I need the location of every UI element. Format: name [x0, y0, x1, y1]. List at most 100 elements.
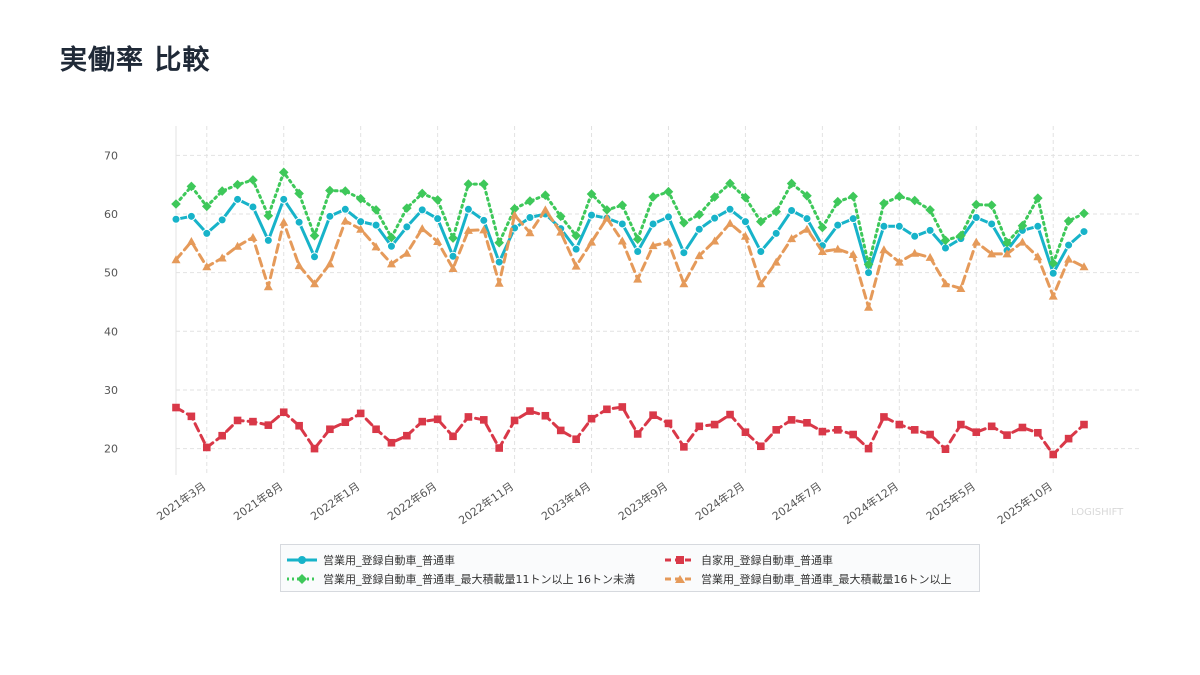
x-tick-label: 2022年6月: [385, 479, 440, 523]
data-point-s3: [663, 186, 674, 197]
x-tick-label: 2023年4月: [539, 479, 594, 523]
data-point-s2: [387, 438, 396, 447]
data-point-s4: [325, 259, 335, 268]
data-point-s1: [479, 215, 489, 225]
legend-swatch-s2: [665, 556, 695, 564]
x-tick-label: 2025年5月: [923, 479, 978, 523]
series-layer: [171, 167, 1089, 459]
data-point-s1: [648, 219, 658, 229]
data-point-s2: [449, 432, 457, 441]
data-point-s4: [802, 224, 812, 233]
data-point-s3: [509, 203, 520, 214]
data-point-s3: [648, 192, 658, 202]
legend-label-s2: 自家用_登録自動車_普通車: [701, 554, 833, 567]
data-point-s4: [725, 218, 735, 227]
data-point-s2: [1003, 431, 1011, 439]
data-point-s1: [971, 213, 981, 223]
data-point-s3: [525, 196, 535, 206]
data-point-s1: [740, 217, 750, 227]
data-point-s2: [202, 443, 211, 452]
y-tick-label: 40: [104, 325, 118, 338]
legend-item-s2[interactable]: 自家用_登録自動車_普通車: [665, 552, 833, 568]
data-point-s4: [371, 242, 381, 251]
data-point-s3: [1002, 237, 1012, 248]
data-point-s4: [448, 264, 458, 273]
y-tick-label: 50: [104, 267, 118, 280]
data-point-s4: [540, 205, 550, 214]
data-point-s1: [833, 220, 843, 230]
data-point-s3: [725, 178, 735, 189]
data-point-s3: [448, 233, 458, 243]
data-point-s2: [1049, 450, 1058, 459]
data-point-s1: [371, 220, 381, 230]
data-point-s1: [894, 221, 904, 231]
data-point-s1: [494, 257, 504, 267]
data-point-s4: [310, 279, 320, 288]
data-point-s3: [956, 230, 966, 241]
page-title: 実働率 比較: [60, 45, 211, 76]
data-point-s4: [202, 262, 212, 271]
data-point-s3: [786, 178, 797, 189]
data-point-s3: [340, 186, 351, 196]
data-point-s2: [1064, 434, 1073, 443]
data-point-s4: [356, 224, 366, 233]
legend-item-s3[interactable]: 営業用_登録自動車_普通車_最大積載量11トン以上 16トン未満: [287, 571, 635, 587]
data-point-s1: [725, 204, 735, 214]
y-tick-label: 30: [104, 384, 118, 397]
data-point-s1: [771, 228, 781, 238]
series-s3: [171, 167, 1089, 270]
data-point-s4: [787, 234, 797, 243]
data-point-s2: [972, 428, 981, 436]
data-point-s3: [248, 175, 258, 185]
data-point-s2: [310, 444, 319, 453]
data-point-s2: [803, 418, 811, 427]
data-point-s4: [925, 252, 935, 261]
data-point-s3: [940, 235, 951, 246]
data-point-s1: [617, 219, 627, 229]
data-point-s3: [879, 198, 889, 209]
x-tick-label: 2023年9月: [615, 479, 670, 523]
data-point-s4: [433, 237, 443, 246]
legend-item-s1[interactable]: 営業用_登録自動車_普通車: [287, 552, 455, 568]
data-point-s3: [463, 179, 474, 189]
data-point-s2: [895, 420, 904, 429]
series-s4: [171, 205, 1089, 311]
data-point-s1: [587, 210, 597, 220]
data-point-s4: [1048, 291, 1058, 300]
data-point-s3: [832, 196, 843, 207]
data-point-s4: [402, 248, 412, 257]
series-s1: [171, 194, 1089, 278]
data-point-s1: [1064, 240, 1074, 250]
data-point-s3: [863, 259, 874, 270]
data-point-s1: [987, 219, 997, 229]
data-point-s2: [249, 417, 257, 426]
data-point-s4: [417, 224, 427, 233]
data-point-s1: [864, 268, 874, 278]
legend-item-s4[interactable]: 営業用_登録自動車_普通車_最大積載量16トン以上: [665, 571, 952, 587]
data-point-s4: [617, 236, 627, 245]
data-point-s1: [402, 222, 412, 232]
data-point-s4: [263, 282, 273, 291]
data-point-s4: [1079, 262, 1089, 271]
data-point-s2: [833, 426, 842, 434]
data-point-s2: [372, 425, 380, 434]
data-point-s3: [679, 217, 689, 228]
data-point-s3: [925, 205, 935, 215]
data-point-s3: [617, 200, 628, 210]
data-point-s1: [925, 225, 935, 235]
data-point-s4: [248, 232, 258, 241]
data-point-s4: [479, 225, 489, 234]
data-point-s3: [756, 216, 766, 227]
x-axis: 2021年3月 2021年8月 2022年1月 2022年6月 2022年11月 2023…: [154, 479, 1055, 527]
data-point-s1: [325, 211, 335, 221]
data-point-s3: [386, 232, 397, 243]
legend-label-s1: 営業用_登録自動車_普通車: [323, 554, 455, 567]
data-point-s3: [694, 209, 705, 220]
series-line-s3: [174, 170, 1086, 266]
data-point-s2: [279, 408, 288, 417]
data-point-s2: [341, 418, 350, 427]
data-point-s1: [294, 217, 304, 227]
data-point-s1: [248, 202, 258, 212]
data-point-s2: [818, 427, 827, 436]
data-point-s2: [710, 420, 719, 429]
